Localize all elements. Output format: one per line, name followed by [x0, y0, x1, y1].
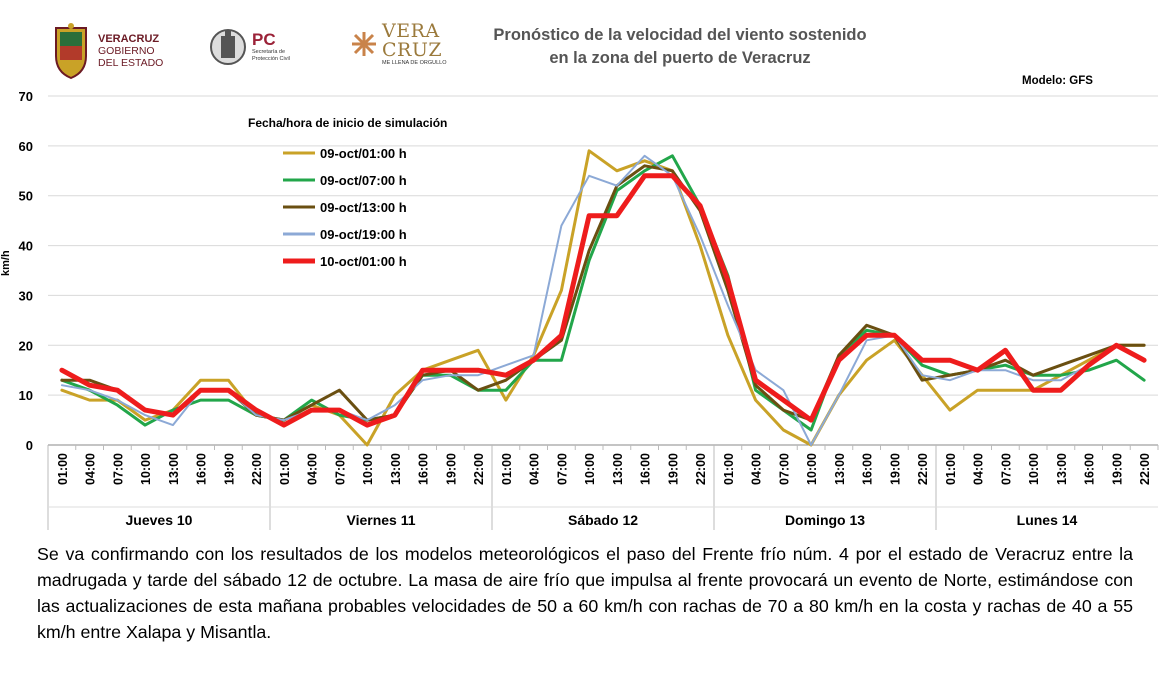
y-tick-label: 10: [19, 388, 33, 403]
chart-title: Pronóstico de la velocidad del viento so…: [440, 24, 920, 70]
x-tick-label: 01:00: [944, 453, 958, 485]
logo-bar: VERACRUZ GOBIERNO DEL ESTADO PC Secretar…: [50, 22, 450, 90]
x-tick-label: 22:00: [694, 453, 708, 485]
chart-title-line2: en la zona del puerto de Veracruz: [549, 49, 811, 67]
y-tick-label: 30: [19, 288, 33, 303]
x-tick-label: 16:00: [195, 453, 209, 485]
legend-label: 09-oct/13:00 h: [320, 200, 407, 215]
x-tick-label: 13:00: [611, 453, 625, 485]
day-label: Jueves 10: [126, 512, 193, 528]
legend-label: 09-oct/19:00 h: [320, 227, 407, 242]
x-tick-label: 13:00: [833, 453, 847, 485]
x-tick-label: 19:00: [888, 453, 902, 485]
x-tick-label: 04:00: [306, 453, 320, 485]
x-tick-label: 07:00: [777, 453, 791, 485]
logo-pc-sub2: Protección Civil: [252, 56, 290, 62]
x-tick-label: 19:00: [222, 453, 236, 485]
x-tick-label: 16:00: [417, 453, 431, 485]
x-tick-label: 13:00: [167, 453, 181, 485]
x-tick-label: 07:00: [555, 453, 569, 485]
series-line: [59, 173, 1147, 428]
x-tick-label: 13:00: [1055, 453, 1069, 485]
y-tick-label: 40: [19, 239, 33, 254]
x-tick-label: 07:00: [333, 453, 347, 485]
x-tick-label: 22:00: [250, 453, 264, 485]
proteccion-civil-emblem-icon: [210, 29, 246, 65]
x-tick-label: 01:00: [500, 453, 514, 485]
chart-title-line1: Pronóstico de la velocidad del viento so…: [493, 26, 867, 44]
logo-brand-word1: VERA: [382, 20, 440, 42]
day-label: Sábado 12: [568, 512, 638, 528]
x-tick-label: 10:00: [361, 453, 375, 485]
series-line: [60, 164, 1146, 422]
legend-label: 10-oct/01:00 h: [320, 254, 407, 269]
veracruz-brand-logo: VERA CRUZ ME LLENA DE ORGULLO: [350, 22, 447, 66]
ornament-icon: [352, 32, 376, 56]
x-tick-label: 16:00: [861, 453, 875, 485]
x-tick-label: 22:00: [472, 453, 486, 485]
logo-brand-word2: CRUZ: [382, 39, 443, 61]
x-tick-label: 07:00: [111, 453, 125, 485]
model-label: Modelo: GFS: [1022, 75, 1093, 87]
caption-text: Se va confirmando con los resultados de …: [37, 544, 1133, 642]
y-tick-label: 60: [19, 139, 33, 154]
day-label: Lunes 14: [1017, 512, 1078, 528]
x-tick-label: 16:00: [1083, 453, 1097, 485]
x-tick-label: 01:00: [56, 453, 70, 485]
logo-pc-title: PC: [252, 30, 276, 49]
x-tick-label: 10:00: [1027, 453, 1041, 485]
y-tick-label: 20: [19, 338, 33, 353]
x-tick-label: 01:00: [278, 453, 292, 485]
legend-title: Fecha/hora de inicio de simulación: [248, 116, 447, 130]
x-tick-label: 04:00: [972, 453, 986, 485]
x-tick-label: 04:00: [750, 453, 764, 485]
x-tick-label: 13:00: [389, 453, 403, 485]
day-label: Domingo 13: [785, 512, 865, 528]
x-tick-label: 19:00: [666, 453, 680, 485]
x-tick-label: 16:00: [639, 453, 653, 485]
x-tick-label: 10:00: [139, 453, 153, 485]
y-tick-label: 50: [19, 189, 33, 204]
wind-speed-chart: 0 10 20 30 40 50 60 70 km/h 01:00 04:00 07:00 10:00 1…: [0, 89, 1159, 530]
logo-veracruz-line3: DEL ESTADO: [98, 57, 164, 69]
logo-pc-sub1: Secretaría de: [252, 49, 286, 55]
x-tick-label: 22:00: [916, 453, 930, 485]
legend-label: 09-oct/07:00 h: [320, 173, 407, 188]
y-tick-label: 0: [26, 438, 33, 453]
x-tick-label: 19:00: [1110, 453, 1124, 485]
proteccion-civil-logo: PC Secretaría de Protección Civil: [208, 22, 290, 72]
x-tick-label: 19:00: [444, 453, 458, 485]
logo-veracruz-line1: VERACRUZ: [98, 33, 160, 45]
legend-label: 09-oct/01:00 h: [320, 146, 407, 161]
logo-brand-tagline: ME LLENA DE ORGULLO: [382, 60, 447, 66]
y-axis-label: km/h: [0, 250, 12, 276]
veracruz-shield-icon: [55, 23, 87, 80]
veracruz-government-logo: VERACRUZ GOBIERNO DEL ESTADO: [50, 22, 163, 80]
x-tick-label: 10:00: [805, 453, 819, 485]
x-tick-label: 01:00: [722, 453, 736, 485]
y-tick-label: 70: [19, 89, 33, 104]
series-line: [60, 154, 1146, 446]
logo-veracruz-line2: GOBIERNO: [98, 45, 155, 57]
x-tick-label: 04:00: [84, 453, 98, 485]
x-tick-label: 22:00: [1138, 453, 1152, 485]
x-tick-label: 04:00: [528, 453, 542, 485]
x-tick-label: 07:00: [999, 453, 1013, 485]
x-tick-label: 10:00: [583, 453, 597, 485]
day-label: Viernes 11: [346, 512, 415, 528]
